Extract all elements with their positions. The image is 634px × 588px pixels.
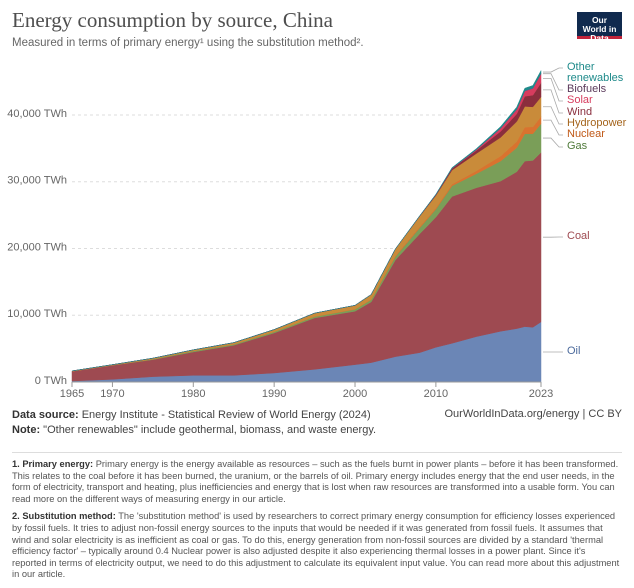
source-label: Data source: [12, 409, 79, 421]
x-tick-label: 2023 [529, 388, 553, 400]
footer: Data source: Energy Institute - Statisti… [12, 408, 622, 438]
label-leader [543, 137, 563, 148]
label-leader [543, 106, 563, 125]
chart-subtitle: Measured in terms of primary energy¹ usi… [12, 37, 364, 49]
note: "Other renewables" include geothermal, b… [43, 424, 377, 436]
source-url[interactable]: OurWorldInData.org/energy | CC BY [444, 408, 622, 420]
series-label[interactable]: Biofuels [567, 83, 607, 95]
y-tick-label: 0 TWh [35, 375, 67, 387]
footnotes: 1. Primary energy: Primary energy is the… [12, 452, 622, 587]
label-leader [543, 119, 563, 136]
footnote-heading: 2. Substitution method: [12, 511, 116, 522]
series-label[interactable]: Other renewables [567, 61, 624, 84]
series-label[interactable]: Nuclear [567, 128, 605, 140]
x-tick-label: 1990 [262, 388, 286, 400]
x-tick-label: 2000 [343, 388, 367, 400]
series-label[interactable]: Wind [567, 106, 593, 118]
footnote-heading: 1. Primary energy: [12, 459, 94, 469]
label-leader [543, 67, 563, 73]
y-tick-label: 30,000 TWh [7, 175, 67, 187]
series-label[interactable]: Coal [567, 230, 590, 242]
series-label[interactable]: Gas [567, 140, 588, 152]
footnote: 1. Primary energy: Primary energy is the… [12, 459, 622, 505]
source: Energy Institute - Statistical Review of… [81, 409, 371, 421]
x-tick-label: 1970 [100, 388, 124, 400]
note-label: Note: [12, 424, 41, 436]
series-label[interactable]: Solar [567, 94, 593, 106]
series-label[interactable]: Hydropower [567, 117, 627, 129]
label-leader [543, 89, 563, 114]
logo[interactable]: Our World in Data [577, 12, 622, 43]
series-label[interactable]: Oil [567, 345, 581, 357]
label-leader [543, 77, 563, 102]
x-tick-label: 1980 [181, 388, 205, 400]
area [71, 70, 542, 372]
footnote: 2. Substitution method: The 'substitutio… [12, 511, 622, 581]
footnote-text: The 'substitution method' is used by res… [12, 511, 620, 580]
y-tick-label: 20,000 TWh [7, 241, 67, 253]
chart: 0 TWh 10,000 TWh 20,000 TWh 30,000 TWh 40,00… [7, 67, 563, 400]
footnote-text: Primary energy is the energy available a… [12, 459, 619, 504]
y-tick-label: 40,000 TWh [7, 108, 67, 120]
source-line: Data source: Energy Institute - Statisti… [12, 408, 622, 423]
note-line: Note: "Other renewables" include geother… [12, 423, 622, 438]
label-leader [543, 73, 563, 91]
y-tick-label: 10,000 TWh [7, 308, 67, 320]
x-tick-label: 1965 [60, 388, 84, 400]
chart-title: Energy consumption by source, China [12, 8, 333, 32]
x-tick-label: 2010 [424, 388, 448, 400]
